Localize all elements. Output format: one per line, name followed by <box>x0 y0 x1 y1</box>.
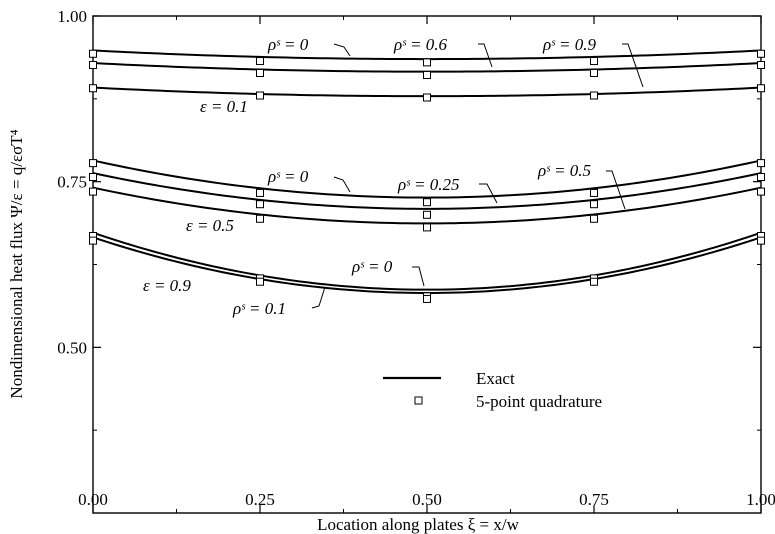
quadrature-marker <box>89 61 97 70</box>
quadrature-marker <box>423 70 431 79</box>
quadrature-marker <box>590 188 598 197</box>
annotation-g2-rho-0.25: ρˢ = 0.25 <box>397 175 459 194</box>
annotation-g2-rho-0: ρˢ = 0 <box>267 167 309 186</box>
leader-g1-rho-0 <box>333 43 351 57</box>
quadrature-marker <box>590 91 598 100</box>
quadrature-marker <box>757 61 765 70</box>
quadrature-marker <box>423 58 431 67</box>
quadrature-marker <box>256 68 264 77</box>
quadrature-marker <box>423 210 431 219</box>
leader-g2-rho-0.25 <box>479 183 498 204</box>
annotation-g3-rho-0.1: ρˢ = 0.1 <box>232 299 286 318</box>
leader-g2-rho-0.5 <box>606 170 626 210</box>
legend-exact-label: Exact <box>476 369 515 388</box>
x-axis-label: Location along plates ξ = x/w <box>317 515 519 534</box>
quadrature-marker <box>757 84 765 93</box>
annotation-eps-0.1: ε = 0.1 <box>200 97 248 116</box>
quadrature-markers <box>89 49 765 303</box>
x-tick-label: 0.25 <box>245 490 275 509</box>
leader-g3-rho-0.1 <box>311 286 326 309</box>
quadrature-marker <box>256 200 264 209</box>
quadrature-marker <box>423 294 431 303</box>
quadrature-marker <box>256 214 264 223</box>
legend: Exact 5-point quadrature <box>383 369 602 411</box>
leader-g2-rho-0 <box>333 176 351 193</box>
quadrature-marker <box>757 173 765 182</box>
quadrature-marker <box>590 214 598 223</box>
exact-curve <box>92 236 762 294</box>
annotation-g1-rho-0.9: ρˢ = 0.9 <box>542 35 596 54</box>
annotation-eps-0.9: ε = 0.9 <box>143 276 191 295</box>
exact-curve <box>92 172 762 210</box>
y-tick-label: 1.00 <box>57 7 87 26</box>
leader-g1-rho-0.9 <box>622 43 644 88</box>
quadrature-marker <box>757 187 765 196</box>
exact-curve <box>92 159 762 199</box>
quadrature-marker <box>89 84 97 93</box>
quadrature-marker <box>256 277 264 286</box>
y-tick-label: 0.75 <box>57 173 87 192</box>
quadrature-marker <box>256 91 264 100</box>
annotation-g2-rho-0.5: ρˢ = 0.5 <box>537 161 591 180</box>
quadrature-marker <box>423 93 431 102</box>
x-tick-label: 0.00 <box>78 490 108 509</box>
x-tick-label: 1.00 <box>746 490 775 509</box>
annotation-eps-0.5: ε = 0.5 <box>186 216 234 235</box>
quadrature-marker <box>423 198 431 207</box>
axis-ticks <box>92 15 762 513</box>
quadrature-marker <box>757 159 765 168</box>
legend-quadrature-label: 5-point quadrature <box>476 392 602 411</box>
quadrature-marker <box>590 57 598 66</box>
quadrature-marker <box>89 187 97 196</box>
plot-frame <box>92 15 762 514</box>
quadrature-marker <box>256 57 264 66</box>
tick-labels: 0.00 0.25 0.50 0.75 1.00 0.50 0.75 1.00 <box>57 7 775 509</box>
annotation-g1-rho-0: ρˢ = 0 <box>267 35 309 54</box>
exact-curves <box>92 49 762 294</box>
quadrature-marker <box>757 49 765 58</box>
annotation-g1-rho-0.6: ρˢ = 0.6 <box>393 35 447 54</box>
x-tick-label: 0.75 <box>579 490 609 509</box>
y-tick-label: 0.50 <box>57 338 87 357</box>
exact-curve <box>92 231 762 291</box>
quadrature-marker <box>89 236 97 245</box>
leader-g1-rho-0.6 <box>478 43 493 68</box>
quadrature-marker <box>590 277 598 286</box>
quadrature-marker <box>256 188 264 197</box>
legend-quadrature-swatch <box>414 396 423 405</box>
quadrature-marker <box>590 68 598 77</box>
annotation-g3-rho-0: ρˢ = 0 <box>351 257 393 276</box>
y-axis-label: Nondimensional heat flux Ψ/ε = q/εσT⁴ <box>7 129 26 398</box>
x-tick-label: 0.50 <box>412 490 442 509</box>
quadrature-marker <box>757 236 765 245</box>
quadrature-marker <box>89 159 97 168</box>
quadrature-marker <box>590 200 598 209</box>
quadrature-marker <box>89 173 97 182</box>
quadrature-marker <box>89 49 97 58</box>
leader-g3-rho-0 <box>412 266 425 287</box>
quadrature-marker <box>423 223 431 232</box>
